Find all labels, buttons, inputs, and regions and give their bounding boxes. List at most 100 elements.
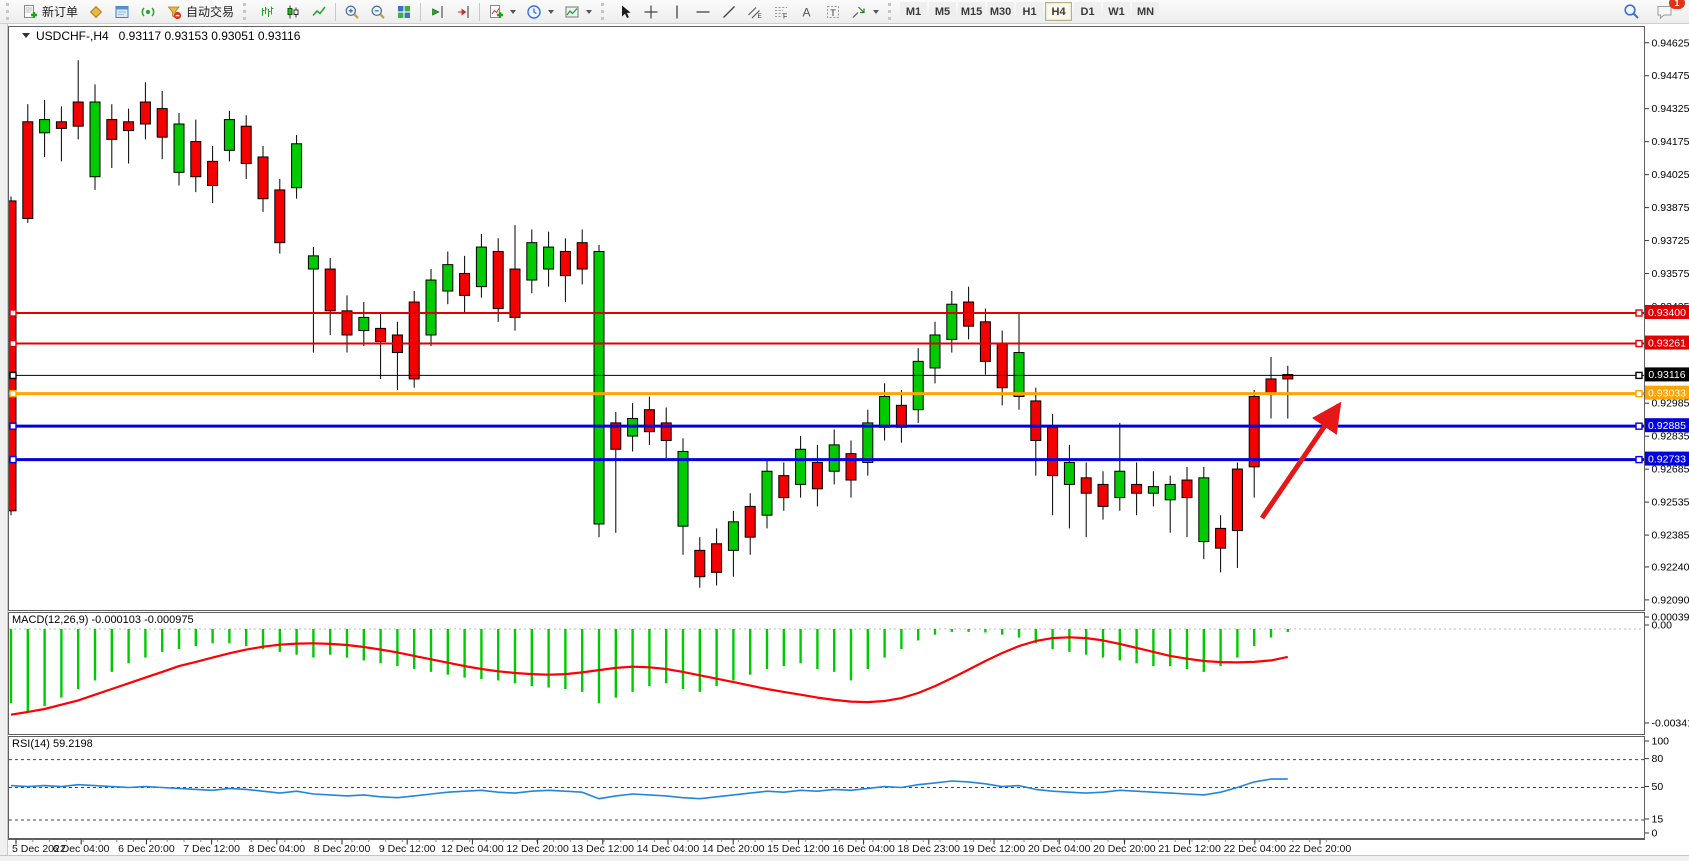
timeframe-m15[interactable]: M15 [958, 2, 986, 21]
candle [324, 268, 336, 312]
text-button[interactable]: A [794, 1, 820, 22]
market-depth-button[interactable] [109, 1, 135, 22]
vertical-line-icon [669, 4, 685, 20]
search-button[interactable] [1618, 1, 1645, 22]
toolbar-grip[interactable] [888, 3, 896, 20]
price-tick-label: 0.92685 [1652, 464, 1689, 476]
time-label: 9 Dec 12:00 [378, 843, 436, 855]
price-badge-label: 0.93261 [1648, 337, 1686, 349]
indicators-dropdown-caret [510, 9, 517, 14]
autotrading-button[interactable]: 自动交易 [161, 1, 239, 22]
timeframe-m30[interactable]: M30 [987, 2, 1015, 21]
svg-text:A: A [803, 5, 811, 19]
vertical-line-button[interactable] [664, 1, 690, 22]
auto-scroll-button[interactable] [424, 1, 450, 22]
line-chart-icon [311, 4, 327, 20]
charts-button[interactable] [83, 1, 109, 22]
price-tick-label: 0.92090 [1652, 594, 1689, 606]
candle [795, 448, 807, 485]
candlestick-button[interactable] [280, 1, 306, 22]
timeframe-h4[interactable]: H4 [1045, 2, 1073, 21]
equidistant-channel-button[interactable]: E [742, 1, 768, 22]
timeframe-bar: M1 M5 M15 M30 H1 H4 D1 W1 MN [899, 2, 1160, 21]
toolbar-grip[interactable] [6, 3, 14, 20]
candle [190, 141, 202, 178]
main-chart-pane[interactable] [5, 26, 1645, 611]
indicators-button[interactable] [483, 1, 521, 22]
candle [5, 200, 17, 512]
candle [72, 101, 84, 127]
time-label: 16 Dec 04:00 [832, 843, 895, 855]
zoom-in-button[interactable] [339, 1, 365, 22]
trendline-button[interactable] [716, 1, 742, 22]
price-badge-label: 0.93400 [1648, 307, 1686, 319]
trend-arrow-annotation[interactable] [1259, 401, 1342, 520]
timeframe-m1[interactable]: M1 [900, 2, 928, 21]
line-handle[interactable] [1635, 422, 1643, 430]
chart-title: USDCHF-,H4 0.93117 0.93153 0.93051 0.9311… [22, 29, 300, 43]
line-handle[interactable] [9, 389, 17, 398]
candle [274, 189, 286, 244]
signal-icon [140, 4, 156, 20]
line-handle[interactable] [9, 339, 17, 348]
candle [1013, 352, 1025, 398]
line-handle[interactable] [1635, 389, 1643, 398]
candle [1164, 483, 1176, 501]
channel-icon: E [747, 4, 763, 20]
bar-chart-button[interactable] [254, 1, 280, 22]
templates-button[interactable] [559, 1, 597, 22]
fibonacci-icon: F [773, 4, 789, 20]
text-label-button[interactable]: T [820, 1, 846, 22]
timeframe-w1[interactable]: W1 [1103, 2, 1131, 21]
time-label: 19 Dec 12:00 [962, 843, 1026, 855]
candle [1265, 378, 1277, 395]
toolbar-grip[interactable] [601, 3, 609, 20]
search-icon [1623, 3, 1640, 20]
cursor-button[interactable] [612, 1, 638, 22]
line-handle[interactable] [9, 422, 17, 430]
macd-pane[interactable] [8, 612, 1645, 735]
candle [1181, 479, 1193, 499]
tile-windows-icon [396, 4, 412, 20]
price-tick-label: 0.92835 [1652, 431, 1689, 443]
line-handle[interactable] [9, 309, 17, 317]
chart-shift-button[interactable] [450, 1, 476, 22]
timeframe-d1[interactable]: D1 [1074, 2, 1102, 21]
price-tick-label: 0.94175 [1652, 136, 1689, 148]
time-scale[interactable]: 5 Dec 2022 6 Dec 04:00 6 Dec 20:00 7 Dec 12… [8, 839, 1645, 855]
price-tick-label: 0.92385 [1652, 530, 1689, 542]
timeframe-mn[interactable]: MN [1132, 2, 1160, 21]
line-handle[interactable] [1635, 455, 1643, 464]
line-chart-button[interactable] [306, 1, 332, 22]
zoom-out-button[interactable] [365, 1, 391, 22]
time-label: 8 Dec 20:00 [313, 843, 371, 855]
price-tick-label: 0.93725 [1652, 235, 1689, 247]
time-label: 13 Dec 12:00 [571, 843, 635, 855]
signals-button[interactable] [135, 1, 161, 22]
line-handle[interactable] [1635, 339, 1643, 348]
new-order-button[interactable]: 新订单 [17, 1, 83, 22]
toolbar-grip[interactable] [243, 3, 251, 20]
new-order-icon [22, 4, 38, 20]
tile-windows-button[interactable] [391, 1, 417, 22]
timeframe-h1[interactable]: H1 [1016, 2, 1044, 21]
rsi-pane[interactable] [8, 736, 1645, 839]
price-scale[interactable]: 0.94625 0.94475 0.94325 0.94175 0.94025 0.938… [1645, 26, 1689, 840]
fibonacci-button[interactable]: F [768, 1, 794, 22]
periods-button[interactable] [521, 1, 559, 22]
line-handle[interactable] [1635, 371, 1643, 380]
timeframe-m5[interactable]: M5 [929, 2, 957, 21]
new-order-label: 新订单 [42, 5, 79, 19]
indicators-icon [488, 4, 504, 20]
horizontal-line-button[interactable] [690, 1, 716, 22]
crosshair-button[interactable] [638, 1, 664, 22]
candle [811, 461, 823, 490]
line-handle[interactable] [9, 455, 17, 464]
chart-title-caret-icon[interactable] [22, 33, 30, 38]
arrows-button[interactable] [846, 1, 884, 22]
candle [1097, 483, 1109, 507]
candle [425, 279, 437, 336]
line-handle[interactable] [1635, 309, 1643, 317]
line-handle[interactable] [9, 371, 17, 380]
